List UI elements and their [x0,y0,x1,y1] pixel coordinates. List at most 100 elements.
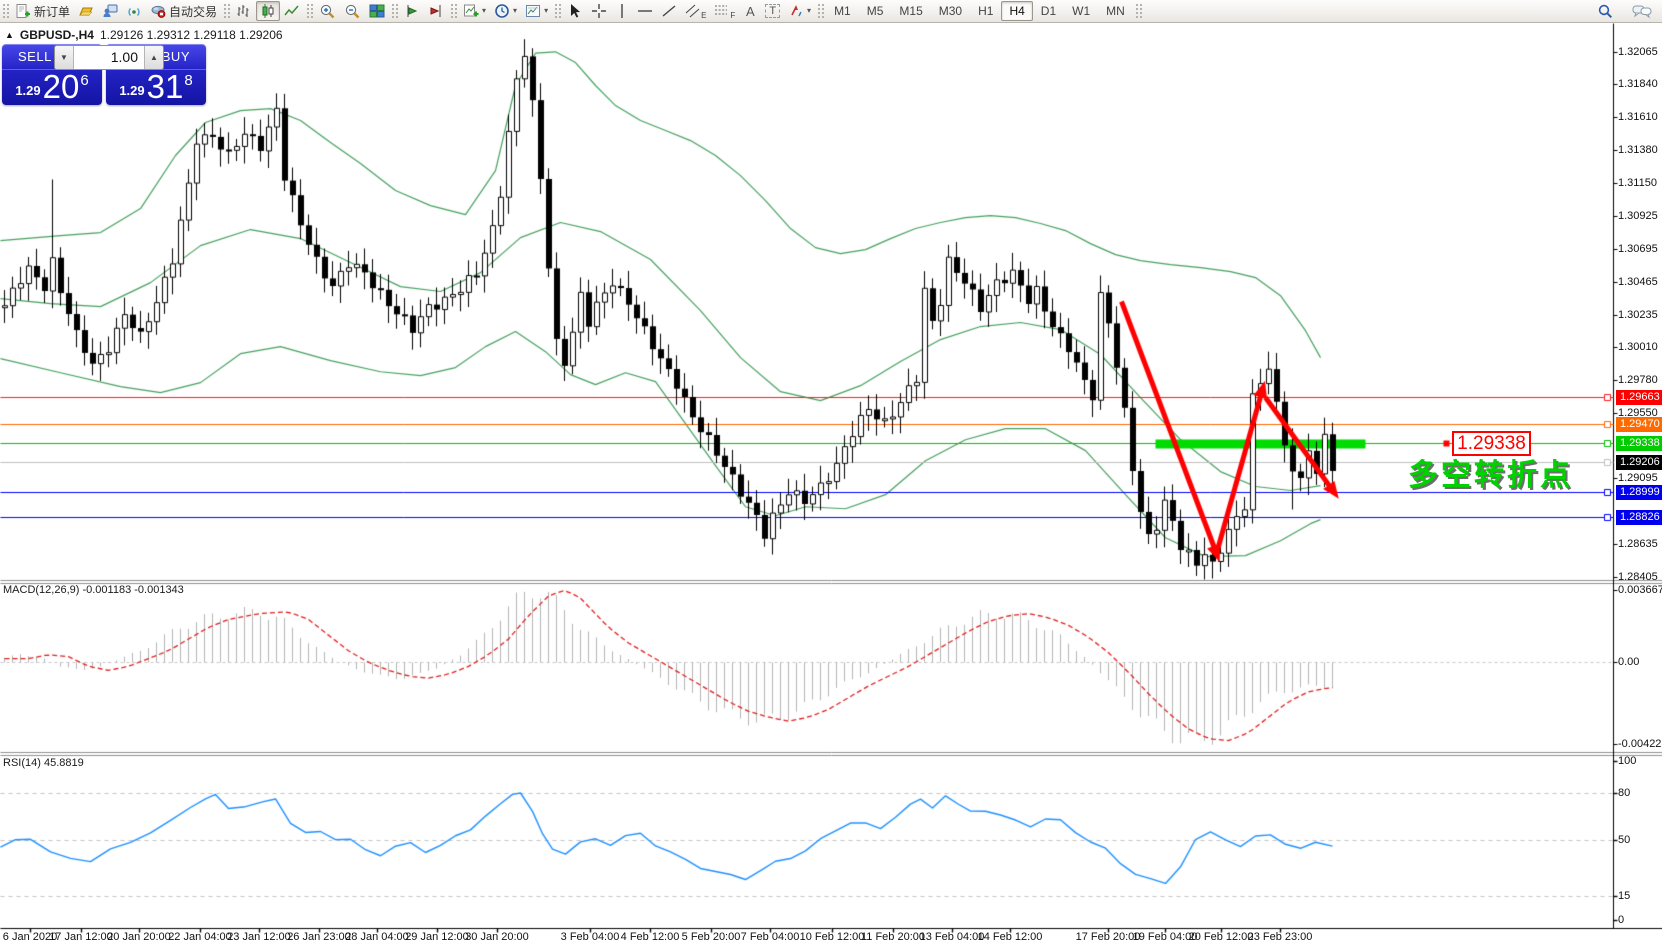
template-chart-icon [526,5,541,17]
chat-button[interactable] [1628,1,1656,21]
fibonacci-button[interactable]: F [710,1,739,21]
toolbar-grip[interactable] [391,3,399,19]
timeframe-button-w1[interactable]: W1 [1072,4,1091,18]
turning-point-annotation[interactable]: 多空转折点 [1408,459,1573,492]
time-axis-label: 17 Jan 12:00 [49,931,113,943]
arrows-button[interactable]: ▾ [784,1,815,21]
trendline-button[interactable] [657,1,681,21]
signals-button[interactable] [122,1,146,21]
price-axis-label: 1.30235 [1618,309,1658,321]
new-order-button[interactable]: 新订单 [11,1,74,21]
toolbar-grip[interactable] [223,3,231,19]
text-button[interactable]: A [739,1,761,21]
gold-button[interactable] [74,1,98,21]
macd-label: MACD(12,26,9) -0.001183 -0.001343 [3,584,184,596]
symbol-period-label: GBPUSD-,H4 [19,28,94,42]
timeframe-button-h1[interactable]: H1 [978,4,994,18]
vertical-line-button[interactable] [611,1,633,21]
level-price-badge: 1.29470 [1616,417,1662,432]
templates-button[interactable]: ▾ [521,1,552,21]
volume-decrease-button[interactable]: ▼ [55,46,74,69]
rsi-axis-label: 100 [1618,755,1637,767]
chat-icon [1632,5,1652,19]
tile-windows-icon [369,4,385,18]
new-chart-icon [464,4,479,17]
sell-price-sup: 6 [80,72,89,89]
arrow-objects-icon [791,5,802,17]
cursor-icon [571,4,581,18]
gold-bar-icon [79,7,93,16]
tile-windows-button[interactable] [365,1,389,21]
timeframe-button-m30[interactable]: M30 [938,4,963,18]
clock-icon [495,4,509,18]
crosshair-button[interactable] [587,1,611,21]
price-axis-label: 1.30465 [1618,276,1658,288]
autotrading-icon [151,5,166,18]
toolbar-grip[interactable] [554,3,562,19]
volume-input[interactable]: 1.00 [110,49,138,65]
chart-title: ▲ GBPUSD-,H4 1.29126 1.29312 1.29118 1.2… [5,28,283,42]
price-level-label[interactable]: 1.29338 [1452,431,1531,456]
time-axis-label: 22 Jan 04:00 [168,931,232,943]
candlestick-chart-button[interactable] [256,1,281,21]
time-axis-label: 17 Feb 20:00 [1075,931,1141,943]
one-click-collapse-icon[interactable]: ▲ [5,30,14,40]
rsi-axis-label: 80 [1618,787,1631,799]
buy-price-small: 1.29 [119,83,145,98]
chevron-down-icon: ▾ [482,6,487,15]
timeframe-button-mn[interactable]: MN [1106,4,1125,18]
toolbar-grip[interactable] [450,3,458,19]
profiles-button[interactable]: ▾ [490,1,521,21]
text-label-button[interactable]: T [761,1,784,21]
volume-increase-button[interactable]: ▲ [144,46,163,69]
cursor-button[interactable] [563,1,587,21]
time-axis-label: 11 Feb 20:00 [860,931,926,943]
ohlc-values: 1.29126 1.29312 1.29118 1.29206 [99,28,283,42]
horizontal-line-button[interactable] [633,1,657,21]
time-axis-label: 29 Jan 12:00 [405,931,469,943]
new-order-label: 新订单 [34,4,71,19]
community-button[interactable] [98,1,122,21]
bar-chart-icon [237,5,249,17]
toolbar-grip[interactable] [1134,3,1142,19]
timeframe-button-m5[interactable]: M5 [866,4,884,18]
zoom-out-icon [345,4,360,18]
timeframe-button-d1[interactable]: D1 [1040,4,1057,18]
volume-control: ▼ 1.00 ▲ [54,45,164,70]
level-price-badge: 1.28826 [1616,510,1662,525]
toolbar-grip[interactable] [2,3,9,19]
bar-chart-button[interactable] [232,1,256,21]
price-axis-label: 1.31840 [1618,78,1658,90]
community-icon [103,4,118,17]
price-axis-label: 1.32065 [1618,46,1658,58]
line-chart-button[interactable] [280,1,304,21]
signals-icon [128,7,140,17]
toolbar-grip[interactable] [306,3,314,19]
autotrading-button[interactable]: 自动交易 [146,1,221,21]
timeframe-button-m1[interactable]: M1 [834,4,851,18]
search-button[interactable] [1593,1,1618,21]
zoom-out-button[interactable] [340,1,365,21]
auto-scroll-button[interactable] [424,1,448,21]
price-axis-label: 1.31380 [1618,144,1658,156]
new-chart-button[interactable]: ▾ [459,1,490,21]
chart-shift-button[interactable] [400,1,424,21]
toolbar-grip[interactable] [817,3,825,19]
new-order-icon [16,4,30,18]
fibonacci-icon [715,5,728,15]
macd-axis-label: -0.00422 [1618,738,1662,750]
channel-icon [685,4,700,18]
trendline-icon [662,5,676,17]
fibo-letter: F [730,11,736,20]
zoom-in-button[interactable] [315,1,340,21]
timeframe-buttons: M1 M5 M15 M30 H1 H4 D1 W1 MN [826,1,1133,21]
price-axis-label: 1.30925 [1618,210,1658,222]
time-axis-label: 14 Feb 12:00 [977,931,1043,943]
equidistant-channel-button[interactable]: E [681,1,710,21]
time-axis-label: 7 Feb 04:00 [740,931,800,943]
timeframe-button-h4[interactable]: H4 [1001,1,1033,21]
toolbar: 新订单 自动交易 [0,0,1662,23]
timeframe-button-m15[interactable]: M15 [899,4,923,18]
